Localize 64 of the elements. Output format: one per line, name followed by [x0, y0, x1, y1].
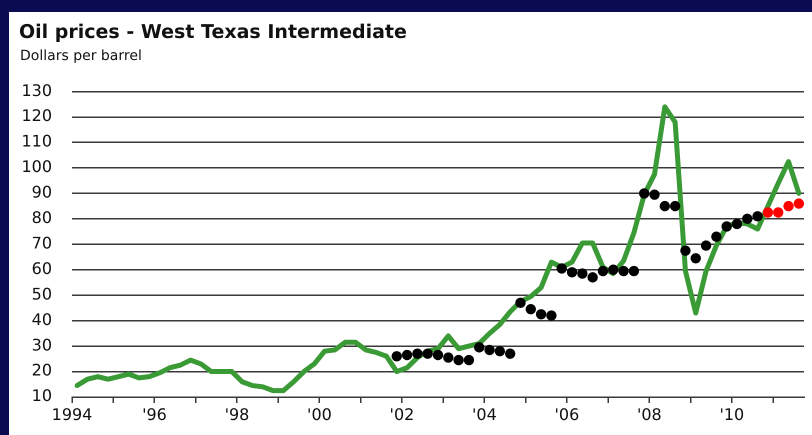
point	[752, 211, 763, 222]
point	[546, 310, 557, 321]
y-axis-title: Dollars per barrel	[20, 48, 142, 64]
y-tick-label: 20	[32, 360, 52, 380]
point	[566, 267, 578, 278]
point	[432, 350, 444, 360]
point	[660, 200, 670, 212]
point	[762, 207, 774, 218]
point	[773, 207, 784, 218]
point	[515, 298, 526, 308]
point	[794, 198, 804, 209]
point	[504, 348, 516, 359]
point	[464, 354, 474, 366]
point	[680, 245, 691, 256]
point	[608, 264, 618, 275]
point	[618, 266, 629, 276]
y-tick-label: 110	[21, 132, 52, 151]
y-tick-label: 80	[32, 208, 52, 228]
point	[453, 354, 464, 366]
y-tick-label: 120	[21, 106, 52, 126]
point	[721, 221, 732, 232]
y-tick-label: 10	[32, 386, 52, 406]
y-tick-label: 70	[32, 233, 52, 252]
x-tick-label: '02	[390, 404, 414, 424]
point	[526, 304, 536, 314]
x-tick-label: '04	[472, 404, 497, 424]
point	[443, 352, 454, 363]
x-tick-label: '96	[142, 404, 167, 424]
point	[783, 200, 794, 212]
point	[742, 214, 752, 224]
y-tick-label: 50	[32, 284, 52, 304]
point	[690, 253, 701, 264]
point	[536, 309, 546, 320]
y-tick-label: 90	[32, 182, 52, 202]
point	[649, 189, 660, 200]
point	[732, 218, 742, 230]
x-tick-label: '98	[224, 404, 250, 424]
x-tick-label: '00	[307, 404, 332, 424]
point	[638, 188, 650, 199]
point	[598, 266, 608, 276]
point	[700, 240, 712, 251]
point	[556, 263, 567, 274]
x-tick-label: '10	[719, 404, 744, 424]
y-tick-label: 100	[21, 157, 52, 176]
x-tick-label: 1994	[52, 404, 92, 424]
x-tick-label: '06	[554, 404, 580, 424]
point	[628, 266, 640, 276]
x-tick-label: '08	[636, 404, 662, 424]
point	[422, 348, 433, 359]
point	[587, 272, 598, 283]
point	[711, 231, 722, 242]
point	[577, 268, 588, 279]
point	[484, 344, 495, 356]
point	[474, 342, 484, 353]
point	[412, 348, 423, 359]
point	[494, 346, 506, 356]
y-tick-label: 40	[32, 310, 52, 329]
chart-title: Oil prices - West Texas Intermediate	[19, 21, 407, 43]
point	[670, 200, 680, 212]
point	[402, 350, 412, 360]
y-tick-label: 130	[21, 80, 52, 100]
y-tick-label: 60	[32, 258, 52, 278]
y-tick-label: 30	[32, 335, 52, 354]
point	[392, 351, 402, 362]
